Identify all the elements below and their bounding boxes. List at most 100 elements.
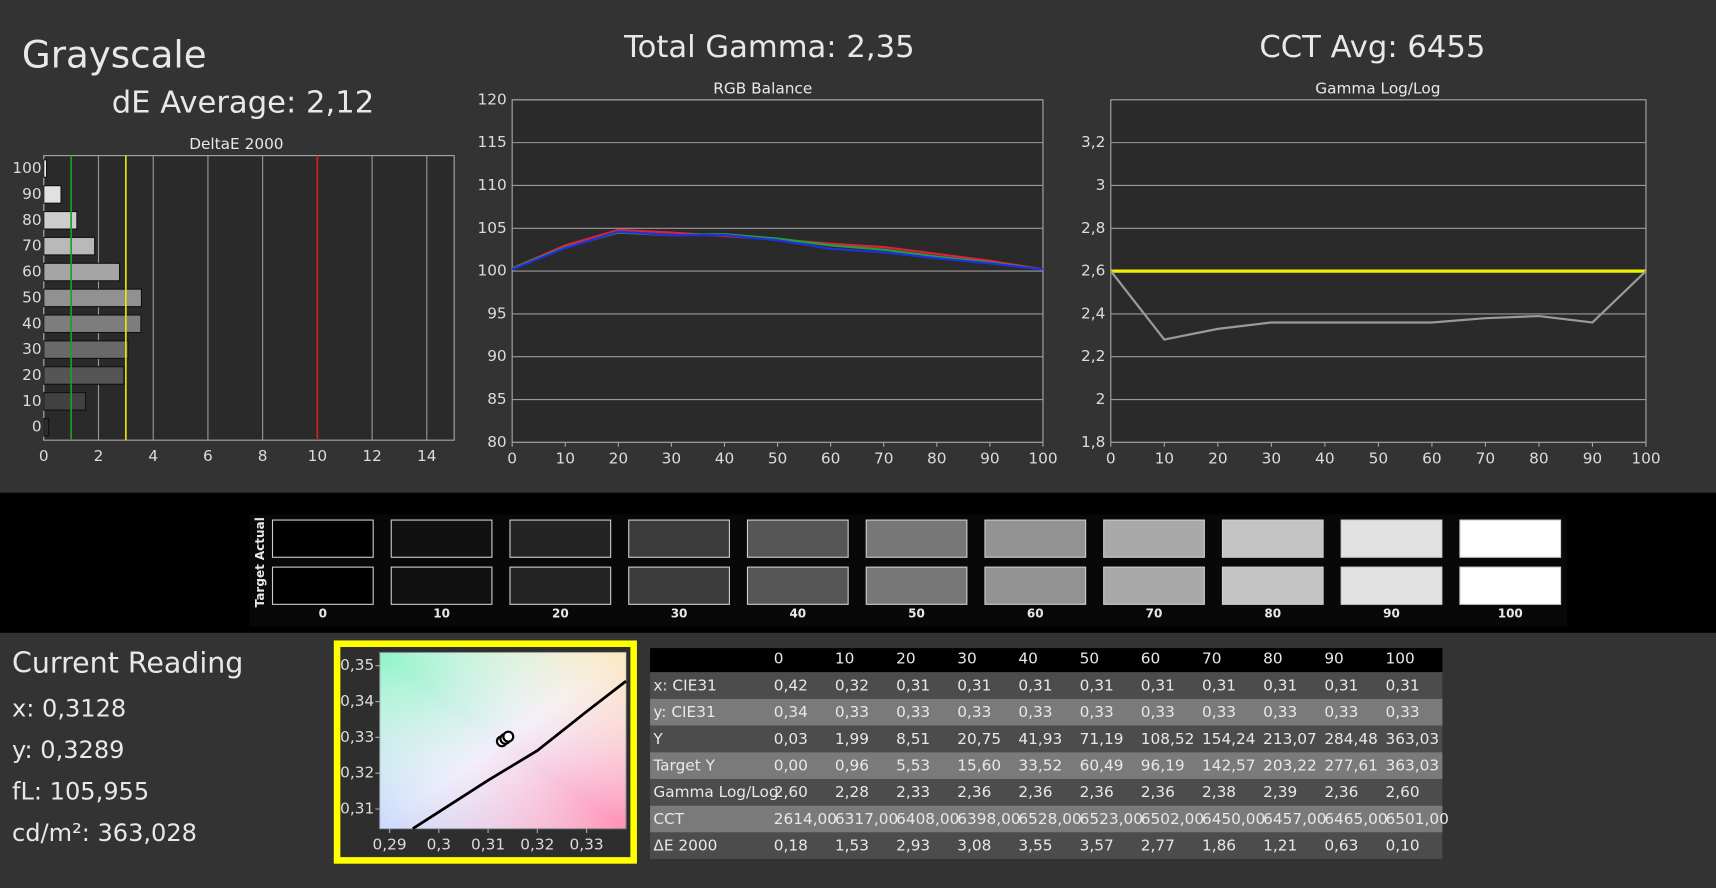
table-cell: 0,33: [957, 703, 991, 721]
x-tick-label: 80: [1529, 449, 1549, 467]
table-cell: 0,33: [1263, 703, 1297, 721]
swatch: [1459, 519, 1562, 558]
table-cell: 0,33: [1141, 703, 1175, 721]
table-cell: 3,55: [1018, 837, 1052, 855]
table-cell: 2,36: [957, 783, 991, 801]
table-cell: 2,28: [835, 783, 869, 801]
bar: [43, 366, 125, 385]
x-tick-label: 10: [308, 447, 327, 465]
table-column-header: 60: [1141, 650, 1161, 668]
table-row-label: Target Y: [652, 756, 715, 774]
category-label: 70: [22, 237, 42, 255]
table-row-bg: [650, 752, 1443, 779]
bar: [43, 159, 48, 178]
x-tick-label: 60: [821, 449, 841, 467]
table-cell: 0,31: [1141, 676, 1175, 694]
series-line: [1109, 270, 1647, 341]
reading-line: cd/m²: 363,028: [12, 819, 197, 847]
table-cell: 1,21: [1263, 837, 1297, 855]
table-cell: 142,57: [1202, 756, 1256, 774]
y-tick-label: 85: [487, 390, 507, 408]
table-cell: 6528,00: [1018, 810, 1081, 828]
swatch: [1221, 566, 1324, 605]
table-cell: 0,31: [1080, 676, 1114, 694]
table-cell: 0,63: [1324, 837, 1358, 855]
x-tick-label: 30: [662, 449, 682, 467]
y-tick-label: 2,8: [1081, 219, 1105, 237]
reading-point: [502, 730, 515, 743]
swatch: [1340, 566, 1443, 605]
x-tick-label: 0,33: [570, 836, 604, 854]
table-cell: 2,36: [1324, 783, 1358, 801]
table-row-bg: [650, 725, 1443, 753]
table-cell: 6408,00: [896, 810, 959, 828]
x-tick-label: 40: [1315, 449, 1335, 467]
table-cell: 3,57: [1080, 837, 1114, 855]
x-tick-label: 0,29: [373, 836, 407, 854]
x-tick-label: 8: [258, 447, 268, 465]
x-tick-label: 40: [715, 449, 735, 467]
category-label: 100: [12, 159, 41, 177]
reading-line: fL: 105,955: [12, 778, 149, 806]
swatch: [390, 519, 493, 558]
table-cell: 0,18: [774, 837, 808, 855]
chart-heading: CCT Avg: 6455: [1259, 30, 1485, 65]
x-tick-label: 0,31: [471, 836, 505, 854]
bar: [43, 417, 50, 437]
table-cell: 20,75: [957, 730, 1001, 748]
swatch: [628, 566, 730, 605]
swatch: [509, 519, 612, 558]
swatch: [865, 519, 968, 558]
table-cell: 0,33: [835, 703, 869, 721]
table-cell: 2,60: [774, 783, 808, 801]
table-cell: 5,53: [896, 756, 930, 774]
swatch-row-label: Actual: [253, 517, 267, 560]
table-cell: 71,19: [1080, 730, 1124, 748]
y-tick-label: 95: [487, 304, 507, 322]
y-tick-label: 0,32: [340, 764, 374, 782]
category-label: 0: [32, 418, 42, 436]
x-tick-label: 10: [1155, 449, 1175, 467]
swatch-row-label: Target: [253, 564, 267, 607]
category-label: 50: [22, 288, 42, 306]
table-cell: 0,00: [774, 756, 808, 774]
bar: [43, 185, 62, 204]
y-tick-label: 2,6: [1081, 262, 1105, 280]
table-cell: 6398,00: [957, 810, 1020, 828]
table-cell: 0,31: [896, 676, 930, 694]
y-tick-label: 105: [477, 219, 506, 237]
table-cell: 0,33: [1018, 703, 1052, 721]
table-cell: 203,22: [1263, 756, 1317, 774]
table-cell: 0,33: [1324, 703, 1358, 721]
swatch: [390, 566, 493, 605]
x-tick-label: 100: [1028, 449, 1057, 467]
swatch: [865, 566, 968, 605]
category-label: 20: [22, 366, 42, 384]
x-tick-label: 4: [148, 447, 158, 465]
x-tick-label: 6: [203, 447, 213, 465]
table-cell: 3,08: [957, 837, 991, 855]
swatch: [1221, 519, 1324, 558]
table-cell: 15,60: [957, 756, 1001, 774]
y-tick-label: 2: [1096, 390, 1106, 408]
table-cell: 6450,00: [1202, 810, 1265, 828]
swatch: [1459, 566, 1562, 605]
table-cell: 0,96: [835, 756, 869, 774]
swatch: [1103, 519, 1205, 558]
table-cell: 2,38: [1202, 783, 1236, 801]
table-cell: 363,03: [1385, 756, 1439, 774]
swatch-level: 0: [319, 607, 327, 621]
table-cell: 2,36: [1018, 783, 1052, 801]
table-cell: 154,24: [1202, 730, 1256, 748]
table-cell: 2,36: [1141, 783, 1175, 801]
table-cell: 1,99: [835, 730, 869, 748]
bar: [43, 236, 96, 256]
table-cell: 0,31: [1263, 676, 1297, 694]
table-cell: 2614,00: [774, 810, 837, 828]
table-cell: 6523,00: [1080, 810, 1143, 828]
table-row-bg: [650, 778, 1443, 806]
table-header-bg: [650, 648, 1443, 673]
table-column-header: 50: [1080, 650, 1100, 668]
table-cell: 277,61: [1324, 756, 1378, 774]
locus-line: [412, 680, 627, 830]
